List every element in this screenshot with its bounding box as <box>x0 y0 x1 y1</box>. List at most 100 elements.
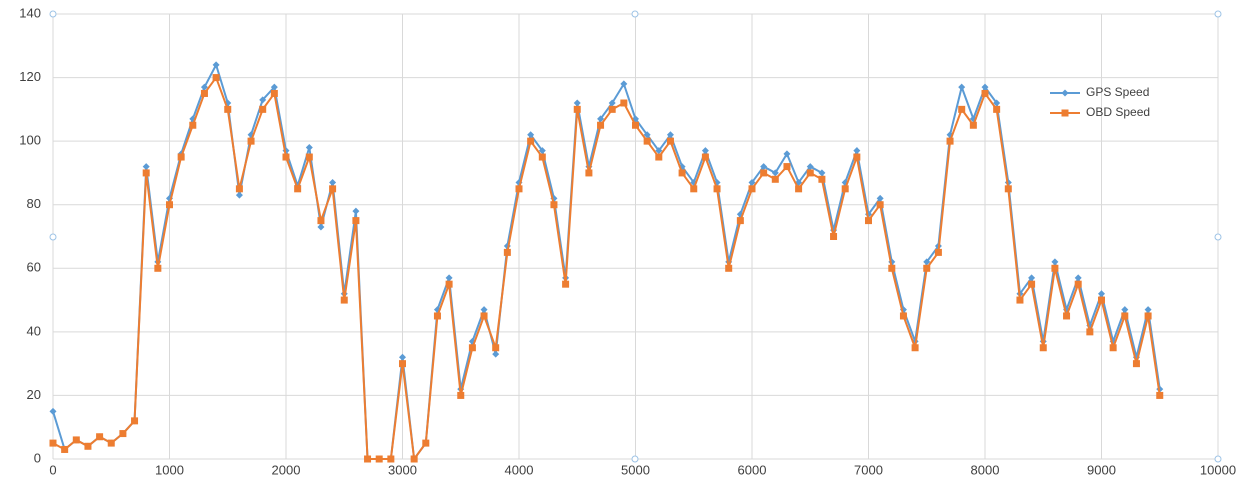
marker <box>119 430 127 438</box>
marker <box>1086 328 1094 336</box>
marker <box>841 185 849 193</box>
marker <box>620 80 628 88</box>
marker <box>783 150 791 158</box>
marker <box>480 312 488 320</box>
marker <box>666 137 674 145</box>
marker <box>725 264 733 272</box>
marker <box>72 436 80 444</box>
marker <box>701 147 709 155</box>
marker <box>131 417 139 425</box>
marker <box>666 131 674 139</box>
marker <box>387 455 395 463</box>
marker <box>527 137 535 145</box>
marker <box>49 407 57 415</box>
marker <box>166 201 173 209</box>
marker <box>247 137 255 145</box>
marker <box>200 89 208 97</box>
marker <box>49 439 57 447</box>
marker <box>585 169 593 177</box>
y-tick-label: 20 <box>27 387 41 402</box>
marker <box>154 264 162 272</box>
marker <box>189 121 197 129</box>
marker <box>760 169 768 177</box>
marker <box>969 121 977 129</box>
marker <box>736 217 744 225</box>
marker <box>107 439 115 447</box>
marker <box>317 223 325 231</box>
marker <box>1051 264 1059 272</box>
marker <box>853 153 861 161</box>
marker <box>468 344 476 352</box>
marker <box>643 137 651 145</box>
handle <box>1214 455 1222 463</box>
marker <box>503 248 511 256</box>
marker <box>1028 274 1036 282</box>
marker <box>96 433 104 441</box>
x-tick-label: 9000 <box>1087 462 1116 477</box>
marker <box>270 83 278 91</box>
marker <box>1156 391 1164 399</box>
handle <box>49 233 57 241</box>
marker <box>305 144 313 151</box>
marker <box>713 185 721 193</box>
marker <box>422 439 430 447</box>
marker <box>142 163 150 171</box>
marker <box>655 147 663 155</box>
marker <box>550 201 558 209</box>
marker <box>1098 296 1105 304</box>
x-tick-label: 4000 <box>505 462 534 477</box>
legend-label: GPS Speed <box>1086 85 1149 99</box>
marker <box>923 258 931 266</box>
marker <box>259 96 267 104</box>
marker <box>399 353 406 361</box>
marker <box>212 74 220 82</box>
marker <box>177 153 185 161</box>
marker <box>981 89 989 97</box>
handle <box>1214 233 1222 241</box>
marker <box>993 105 1001 113</box>
marker <box>445 274 453 282</box>
plot <box>49 61 1164 463</box>
marker <box>946 137 954 145</box>
marker <box>1074 280 1082 288</box>
grid: 0 20 40 60 80 100 120 140 0 1000 2000 3000 4000 5000 6… <box>19 5 1236 477</box>
marker <box>492 350 500 358</box>
marker <box>923 264 931 272</box>
marker <box>224 105 232 113</box>
marker <box>608 99 616 107</box>
marker <box>958 83 966 91</box>
marker <box>352 207 360 215</box>
marker <box>294 185 302 193</box>
marker <box>235 185 243 193</box>
marker <box>1144 312 1152 320</box>
marker <box>282 153 290 161</box>
marker <box>515 185 523 193</box>
marker <box>888 264 896 272</box>
marker <box>329 178 337 186</box>
marker <box>783 163 791 171</box>
marker <box>562 280 570 288</box>
marker <box>865 217 872 225</box>
marker <box>993 99 1001 107</box>
x-tick-label: 8000 <box>971 462 1000 477</box>
marker <box>853 147 861 155</box>
marker <box>1051 258 1059 266</box>
marker <box>748 178 756 186</box>
marker <box>1109 344 1117 352</box>
marker <box>1028 280 1036 288</box>
x-tick-label: 0 <box>49 462 56 477</box>
legend: GPS Speed OBD Speed <box>1050 85 1150 119</box>
marker <box>84 442 92 450</box>
marker <box>981 83 989 91</box>
marker <box>200 83 208 91</box>
marker <box>911 344 919 352</box>
x-tick-label: 10000 <box>1200 462 1236 477</box>
y-tick-label: 140 <box>19 5 41 20</box>
marker <box>457 391 465 399</box>
marker <box>445 280 453 288</box>
x-tick-label: 5000 <box>621 462 650 477</box>
marker <box>632 121 639 129</box>
marker <box>818 169 826 177</box>
marker <box>1039 344 1047 352</box>
